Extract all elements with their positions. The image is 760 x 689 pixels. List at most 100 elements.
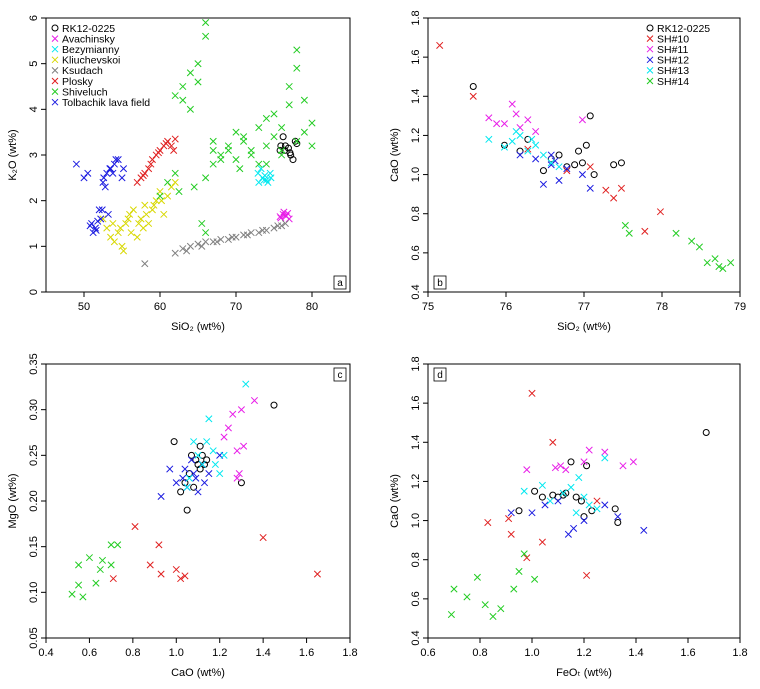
data-point <box>190 438 196 444</box>
data-point <box>498 605 504 611</box>
y-tick-label: 1.6 <box>410 49 422 64</box>
data-point <box>486 115 492 121</box>
data-point <box>206 470 212 476</box>
data-point <box>286 83 292 89</box>
y-tick-label: 0.30 <box>28 399 40 420</box>
data-point <box>176 188 182 194</box>
data-point <box>482 602 488 608</box>
y-tick-label: 0.05 <box>28 627 40 648</box>
data-point <box>568 484 574 490</box>
data-point <box>547 498 553 504</box>
y-tick-label: 0.8 <box>410 206 422 221</box>
data-point <box>202 19 208 25</box>
data-point <box>229 234 235 240</box>
data-point <box>505 515 511 521</box>
data-point <box>275 223 281 229</box>
y-tick-label: 1.8 <box>410 10 422 25</box>
y-tick-label: 1.4 <box>410 435 422 450</box>
data-point <box>540 152 546 158</box>
series-plosky <box>134 136 178 186</box>
data-point <box>294 47 300 53</box>
y-tick-label: 0.8 <box>410 552 422 567</box>
data-point <box>120 248 126 254</box>
series-sh-11 <box>221 397 258 481</box>
data-point <box>69 591 75 597</box>
data-point <box>271 402 277 408</box>
data-point <box>282 220 288 226</box>
data-point <box>182 466 188 472</box>
y-tick-label: 1.0 <box>410 167 422 182</box>
data-point <box>263 143 269 149</box>
data-point <box>556 177 562 183</box>
y-tick-label: 1.2 <box>410 128 422 143</box>
panel-label: d <box>437 370 443 381</box>
legend-marker <box>52 36 58 42</box>
data-point <box>485 519 491 525</box>
data-point <box>212 461 218 467</box>
data-point <box>73 161 79 167</box>
x-tick-label: 1.4 <box>628 647 643 659</box>
data-point <box>532 142 538 148</box>
data-point <box>696 244 702 250</box>
data-point <box>587 164 593 170</box>
x-tick-label: 0.4 <box>38 647 53 659</box>
y-axis-label: CaO (wt%) <box>389 474 401 528</box>
data-point <box>140 172 146 178</box>
data-point <box>548 152 554 158</box>
data-point <box>603 187 609 193</box>
data-point <box>540 181 546 187</box>
x-tick-label: 75 <box>422 301 434 313</box>
series-tolbachik-lava-field <box>73 156 127 235</box>
data-point <box>509 101 515 107</box>
legend-marker <box>52 78 58 84</box>
data-point <box>278 124 284 130</box>
legend-marker <box>647 36 653 42</box>
data-point <box>172 179 178 185</box>
data-point <box>314 571 320 577</box>
data-point <box>525 117 531 123</box>
data-point <box>225 236 231 242</box>
series-rk12-0225 <box>470 84 624 178</box>
y-tick-label: 0.25 <box>28 445 40 466</box>
data-point <box>203 438 209 444</box>
legend-label: Tolbachik lava field <box>62 97 150 109</box>
data-point <box>180 245 186 251</box>
series-sh-14 <box>69 542 121 600</box>
data-point <box>172 170 178 176</box>
data-point <box>111 239 117 245</box>
data-point <box>470 84 476 90</box>
data-point <box>164 193 170 199</box>
y-tick-label: 0.6 <box>410 245 422 260</box>
data-point <box>81 175 87 181</box>
data-point <box>529 390 535 396</box>
data-point <box>265 179 271 185</box>
x-tick-label: 50 <box>78 301 90 313</box>
y-tick-label: 0.15 <box>28 536 40 557</box>
data-point <box>202 239 208 245</box>
data-point <box>184 507 190 513</box>
data-point <box>508 531 514 537</box>
data-point <box>615 520 621 526</box>
data-point <box>255 170 261 176</box>
data-point <box>145 220 151 226</box>
data-point <box>271 225 277 231</box>
data-point <box>107 234 113 240</box>
data-point <box>555 498 561 504</box>
legend-marker <box>52 57 58 63</box>
panel-a: 50 60 70 800123456SiO₂ (wt%)K₂O (wt%)aRK12-… <box>7 15 350 333</box>
data-point <box>521 551 527 557</box>
y-tick-label: 6 <box>28 15 40 21</box>
data-point <box>641 527 647 533</box>
series-avachinsky <box>277 209 293 222</box>
series-sh-10 <box>110 523 321 581</box>
data-point <box>513 111 519 117</box>
panel-label: b <box>437 278 443 289</box>
series-ksudach <box>142 220 289 267</box>
legend-marker <box>52 25 58 31</box>
data-point <box>105 211 111 217</box>
series-sh-11 <box>524 447 637 473</box>
y-axis-label: K₂O (wt%) <box>7 129 19 180</box>
data-point <box>256 179 262 185</box>
legend: RK12-0225SH#10SH#11SH#12SH#13SH#14 <box>647 23 710 88</box>
data-point <box>142 260 148 266</box>
